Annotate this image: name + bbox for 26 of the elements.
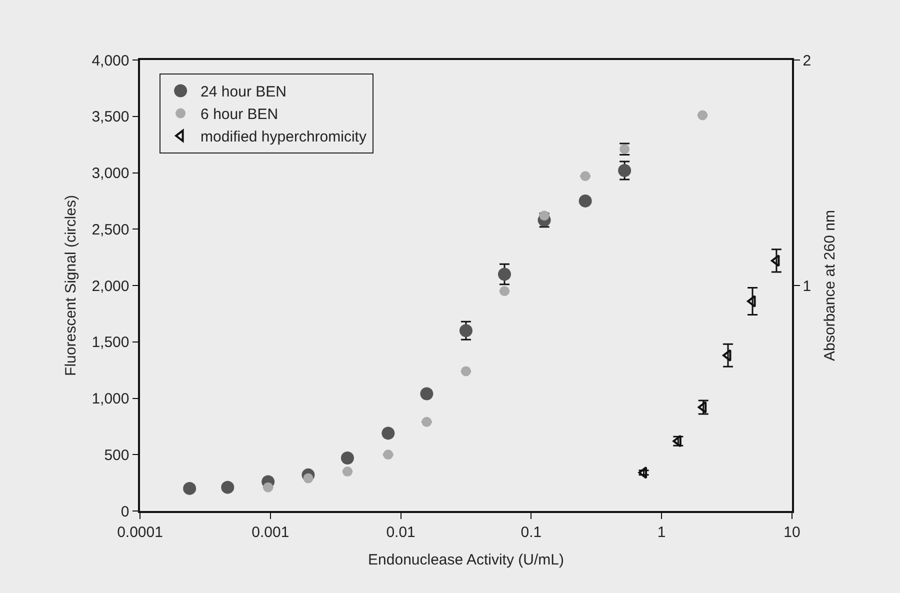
point — [698, 401, 707, 414]
x-tick-label: 0.01 — [386, 524, 416, 541]
y-tick-label: 500 — [104, 446, 130, 464]
x-tick-label: 10 — [784, 524, 800, 541]
legend-label: 24 hour BEN — [200, 84, 286, 101]
y-tick-label: 1,500 — [92, 334, 130, 352]
x-tick-label: 0.0001 — [117, 524, 163, 541]
x-tick-label: 1 — [657, 524, 666, 541]
y-tick-label: 3,500 — [92, 108, 130, 126]
legend-label: modified hyperchromicity — [200, 128, 367, 146]
y-tick-label: 2,000 — [92, 278, 130, 295]
y2-tick-label: 1 — [802, 278, 812, 295]
y-tick-label: 3,000 — [92, 165, 130, 182]
y-tick-label: 2,500 — [92, 221, 130, 238]
y2-axis-title: Absorbance at 260 nm — [822, 210, 839, 361]
point — [747, 295, 756, 308]
x-axis-title: Endonuclease Activity (U/mL) — [368, 551, 564, 568]
legend-label: 6 hour BEN — [200, 106, 278, 124]
point — [770, 254, 780, 267]
x-tick-label: 0.1 — [520, 524, 542, 541]
x-tick-label: 0.001 — [252, 524, 290, 541]
y-tick-label: 0 — [120, 503, 130, 520]
y-axis-title: Fluorescent Signal (circles) — [62, 195, 80, 376]
y-tick-label: 4,000 — [92, 52, 130, 70]
y2-tick-label: 2 — [802, 52, 812, 70]
y-tick-label: 1,000 — [92, 390, 130, 408]
